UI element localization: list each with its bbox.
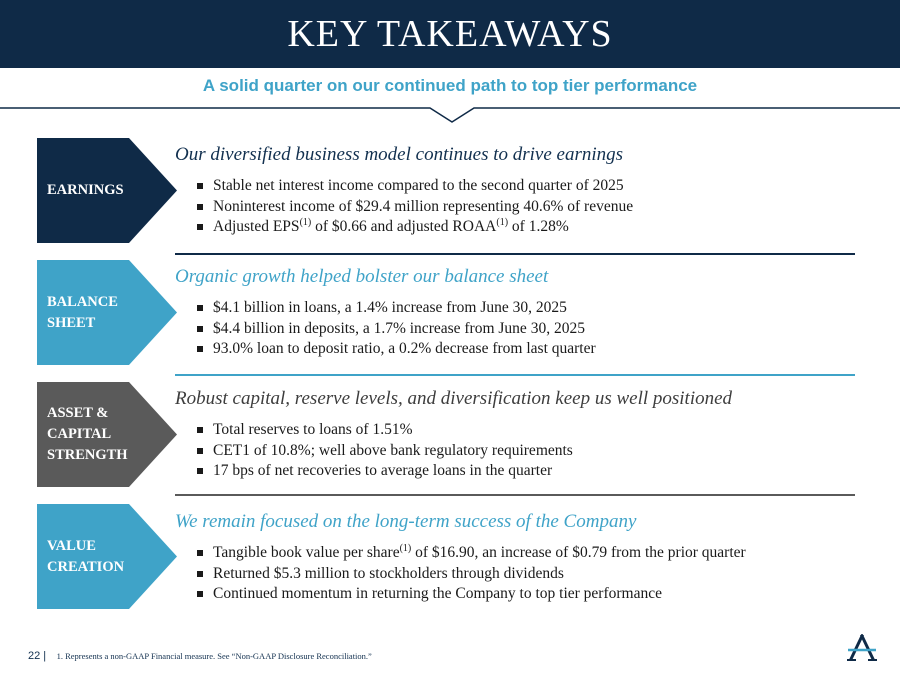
list-item: $4.4 billion in deposits, a 1.7% increas… <box>197 319 596 340</box>
badge-label-balance-sheet: BALANCE SHEET <box>47 293 118 331</box>
bullet-list-earnings: Stable net interest income compared to t… <box>197 176 634 238</box>
list-item: Noninterest income of $29.4 million repr… <box>197 197 634 218</box>
list-item: Adjusted EPS(1) of $0.66 and adjusted RO… <box>197 216 633 238</box>
bullet-text: of 1.28% <box>508 218 569 235</box>
list-item: 93.0% loan to deposit ratio, a 0.2% decr… <box>197 339 596 360</box>
bullet-square-icon <box>197 447 203 454</box>
bullet-square-icon <box>197 468 203 474</box>
bullet-square-icon <box>197 224 203 230</box>
list-item: Returned $5.3 million to stockholders th… <box>197 564 746 585</box>
badge-value-creation: VALUE CREATION <box>37 504 177 609</box>
bullet-text: Tangible book value per share <box>213 544 400 561</box>
bullet-list-value-creation: Tangible book value per share(1) of $16.… <box>197 542 746 605</box>
bullet-text: 17 bps of net recoveries to average loan… <box>213 462 553 479</box>
section-heading-balance-sheet: Organic growth helped bolster our balanc… <box>175 266 549 287</box>
bullet-square-icon <box>197 570 203 577</box>
list-item: Total reserves to loans of 1.51% <box>197 420 573 441</box>
bullet-text: 93.0% loan to deposit ratio, a 0.2% decr… <box>213 340 596 357</box>
bullet-text: Total reserves to loans of 1.51% <box>213 421 413 438</box>
chevron-badge-shape <box>37 382 177 487</box>
footer: 22 | 1. Represents a non-GAAP Financial … <box>28 646 372 664</box>
bullet-square-icon <box>197 346 203 352</box>
section-heading-earnings: Our diversified business model continues… <box>175 144 624 165</box>
badge-earnings: EARNINGS <box>37 138 177 243</box>
badge-label-earnings: EARNINGS <box>47 182 124 198</box>
bullet-square-icon <box>197 550 203 556</box>
chevron-badge-shape <box>37 504 177 609</box>
bullet-list-balance-sheet: $4.1 billion in loans, a 1.4% increase f… <box>197 298 596 360</box>
company-logo-a-icon <box>847 634 877 662</box>
footnote-marker: (1) <box>496 216 509 228</box>
bullet-text: of $0.66 and adjusted ROAA <box>311 218 497 235</box>
chevron-badge-shape <box>37 138 177 243</box>
bullet-square-icon <box>197 203 203 210</box>
list-item: $4.1 billion in loans, a 1.4% increase f… <box>197 298 596 319</box>
section-divider <box>175 494 855 496</box>
badge-balance-sheet: BALANCE SHEET <box>37 260 177 365</box>
bullet-text: Stable net interest income compared to t… <box>213 177 624 194</box>
bullet-text: Returned $5.3 million to stockholders th… <box>213 564 564 582</box>
page-subtitle: A solid quarter on our continued path to… <box>202 76 698 95</box>
chevron-badge-shape <box>37 260 177 365</box>
footnote-marker: (1) <box>399 542 412 554</box>
section-divider <box>175 374 855 376</box>
list-item: 17 bps of net recoveries to average loan… <box>197 461 573 482</box>
bullet-square-icon <box>197 325 203 332</box>
bullet-text: $4.1 billion in loans, a 1.4% increase f… <box>213 299 567 316</box>
bullet-list-asset-capital: Total reserves to loans of 1.51% CET1 of… <box>197 420 573 482</box>
badge-label-value-creation: VALUE CREATION <box>47 537 125 575</box>
bullet-square-icon <box>197 183 203 189</box>
section-heading-value-creation: We remain focused on the long-term succe… <box>175 511 637 532</box>
list-item: Stable net interest income compared to t… <box>197 176 633 197</box>
bullet-text: Continued momentum in returning the Comp… <box>213 585 662 602</box>
bullet-text: Noninterest income of $29.4 million repr… <box>213 197 634 215</box>
bullet-square-icon <box>197 305 203 311</box>
list-item: Continued momentum in returning the Comp… <box>197 584 746 605</box>
badge-asset-capital-strength: ASSET & CAPITAL STRENGTH <box>37 382 177 487</box>
bullet-square-icon <box>197 427 203 433</box>
footnote-marker: (1) <box>299 216 312 228</box>
section-heading-asset-capital: Robust capital, reserve levels, and dive… <box>175 388 733 409</box>
bullet-square-icon <box>197 591 203 597</box>
title-bar: KEY TAKEAWAYS <box>0 0 900 68</box>
list-item: CET1 of 10.8%; well above bank regulator… <box>197 441 573 462</box>
badge-label-asset-capital-strength: ASSET & CAPITAL STRENGTH <box>47 405 128 463</box>
subtitle-divider-chevron <box>0 107 900 123</box>
bullet-text: of $16.90, an increase of $0.79 from the… <box>411 544 746 561</box>
bullet-text: Adjusted EPS <box>213 218 300 235</box>
list-item: Tangible book value per share(1) of $16.… <box>197 542 746 564</box>
bullet-text: $4.4 billion in deposits, a 1.7% increas… <box>213 319 585 337</box>
page-title: KEY TAKEAWAYS <box>287 13 613 55</box>
section-divider <box>175 253 855 255</box>
page-number: 22 | <box>28 650 47 662</box>
bullet-text: CET1 of 10.8%; well above bank regulator… <box>213 441 573 459</box>
footnote: 1. Represents a non-GAAP Financial measu… <box>56 651 372 661</box>
